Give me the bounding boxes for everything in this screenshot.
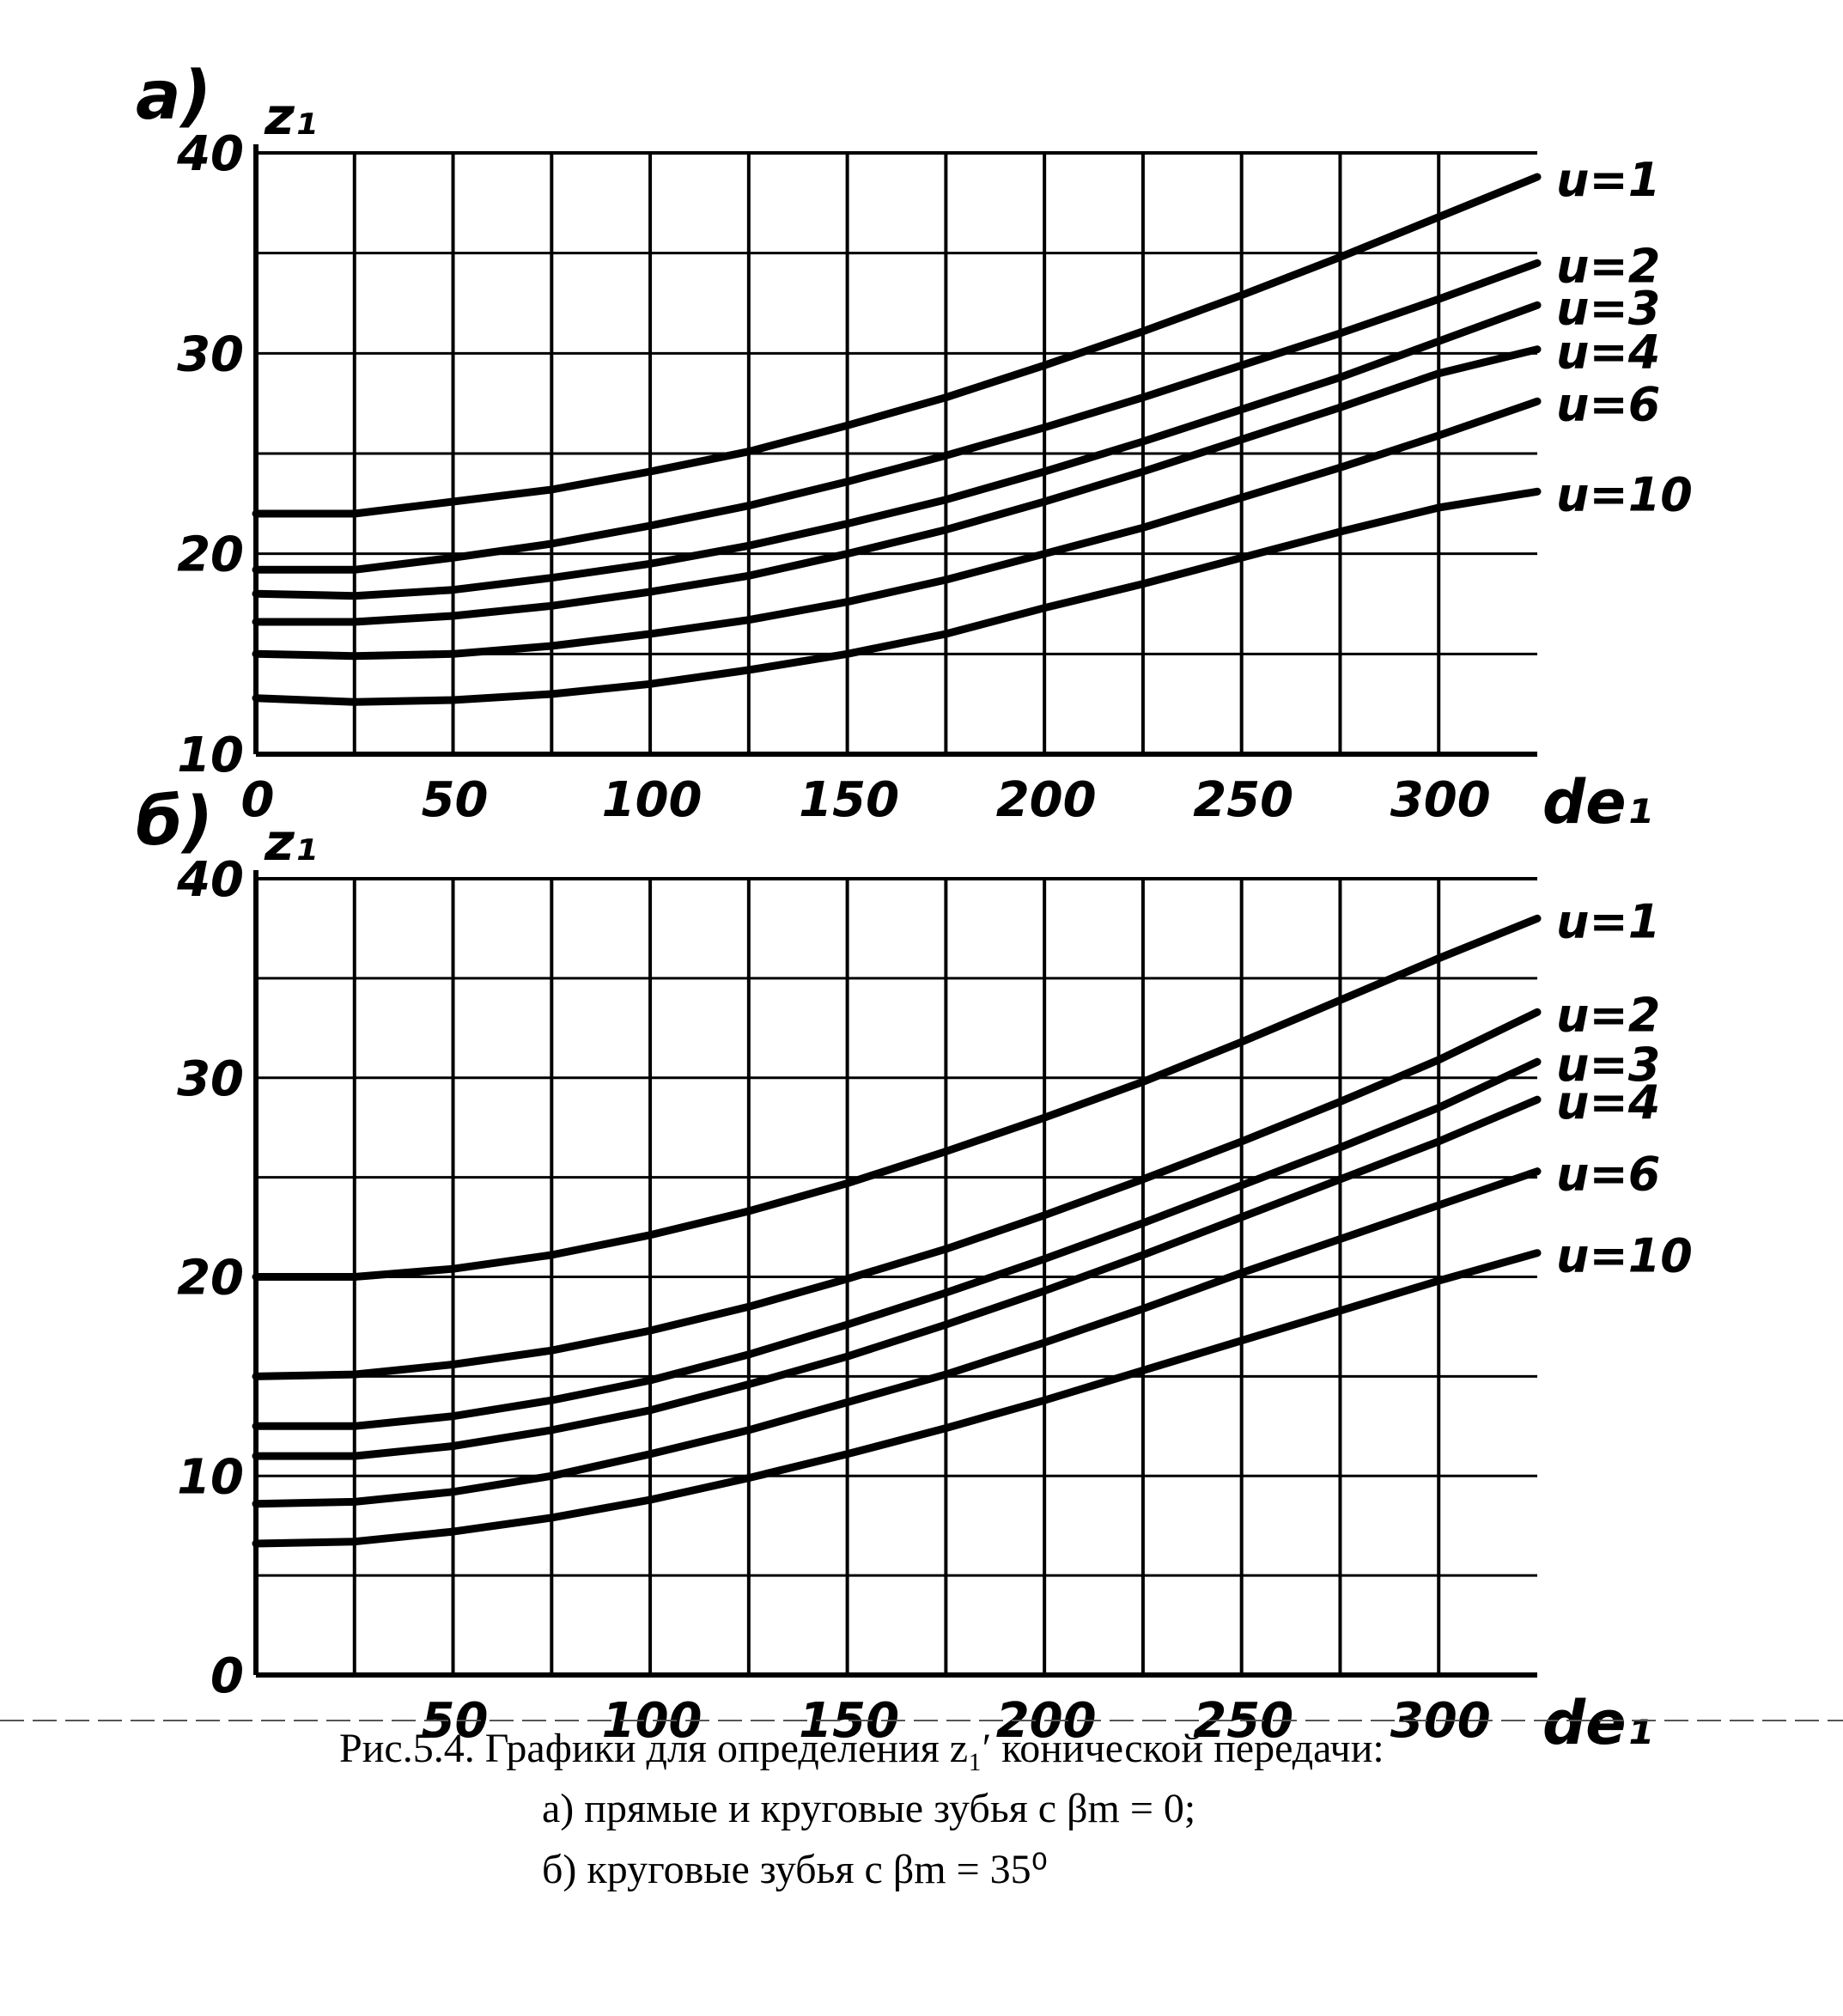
caption-title: Рис.5.4. Графики для определения z₁′ кон… <box>339 1726 1384 1771</box>
x-tick-label: 50 <box>422 772 489 828</box>
y-axis-label: z₁ <box>264 87 317 147</box>
series-label-u=1: u=1 <box>1556 153 1660 207</box>
y-tick-label: 30 <box>177 326 244 382</box>
series-line-u=6 <box>252 397 1542 661</box>
series-label-u=6: u=6 <box>1556 377 1660 431</box>
series-label-u=3: u=3 <box>1556 1038 1660 1092</box>
series-line-u=6 <box>252 1167 1542 1508</box>
x-tick-label: 0 <box>241 772 275 828</box>
y-tick-label: 0 <box>210 1648 244 1704</box>
series-label-u=4: u=4 <box>1556 326 1660 380</box>
series-label-u=1: u=1 <box>1556 894 1660 948</box>
y-tick-label: 20 <box>177 1251 244 1306</box>
series-line-u=4 <box>252 1095 1542 1460</box>
y-tick-label: 10 <box>177 1449 244 1505</box>
y-axis-label: z₁ <box>264 813 317 873</box>
x-axis-label: de₁ <box>1542 767 1652 837</box>
x-tick-label: 150 <box>799 772 899 828</box>
series-label-u=2: u=2 <box>1556 239 1660 293</box>
series-line-u=10 <box>252 1249 1542 1548</box>
y-tick-label: 30 <box>177 1051 244 1107</box>
series-line-u=4 <box>252 345 1542 626</box>
series-line-u=1 <box>252 914 1542 1281</box>
series-label-u=10: u=10 <box>1556 1229 1693 1283</box>
series-line-u=2 <box>252 259 1542 574</box>
x-tick-label: 250 <box>1193 772 1293 828</box>
y-tick-label: 20 <box>177 527 244 583</box>
x-tick-label: 100 <box>602 772 703 828</box>
series-label-u=6: u=6 <box>1556 1148 1660 1202</box>
x-tick-label: 200 <box>996 772 1097 828</box>
series-line-u=3 <box>252 1057 1542 1430</box>
series-line-u=3 <box>252 301 1542 600</box>
caption-item-b: б) круговые зубья с βm = 35⁰ <box>542 1847 1048 1892</box>
series-label-u=10: u=10 <box>1556 467 1693 521</box>
series-line-u=10 <box>252 487 1542 706</box>
series-line-u=1 <box>252 173 1542 518</box>
caption-item-a: а) прямые и круговые зубья с βm = 0; <box>542 1786 1196 1831</box>
x-axis-label: de₁ <box>1542 1688 1652 1758</box>
series-label-u=2: u=2 <box>1556 988 1660 1042</box>
series-label-u=3: u=3 <box>1556 281 1660 335</box>
y-tick-label: 40 <box>176 126 244 182</box>
panel-label: а) <box>136 58 211 135</box>
panel-label: б) <box>136 783 213 861</box>
series-line-u=2 <box>252 1008 1542 1380</box>
y-tick-label: 40 <box>176 852 244 908</box>
y-tick-label: 10 <box>177 728 244 783</box>
x-tick-label: 300 <box>1390 772 1491 828</box>
series-label-u=4: u=4 <box>1556 1075 1660 1130</box>
